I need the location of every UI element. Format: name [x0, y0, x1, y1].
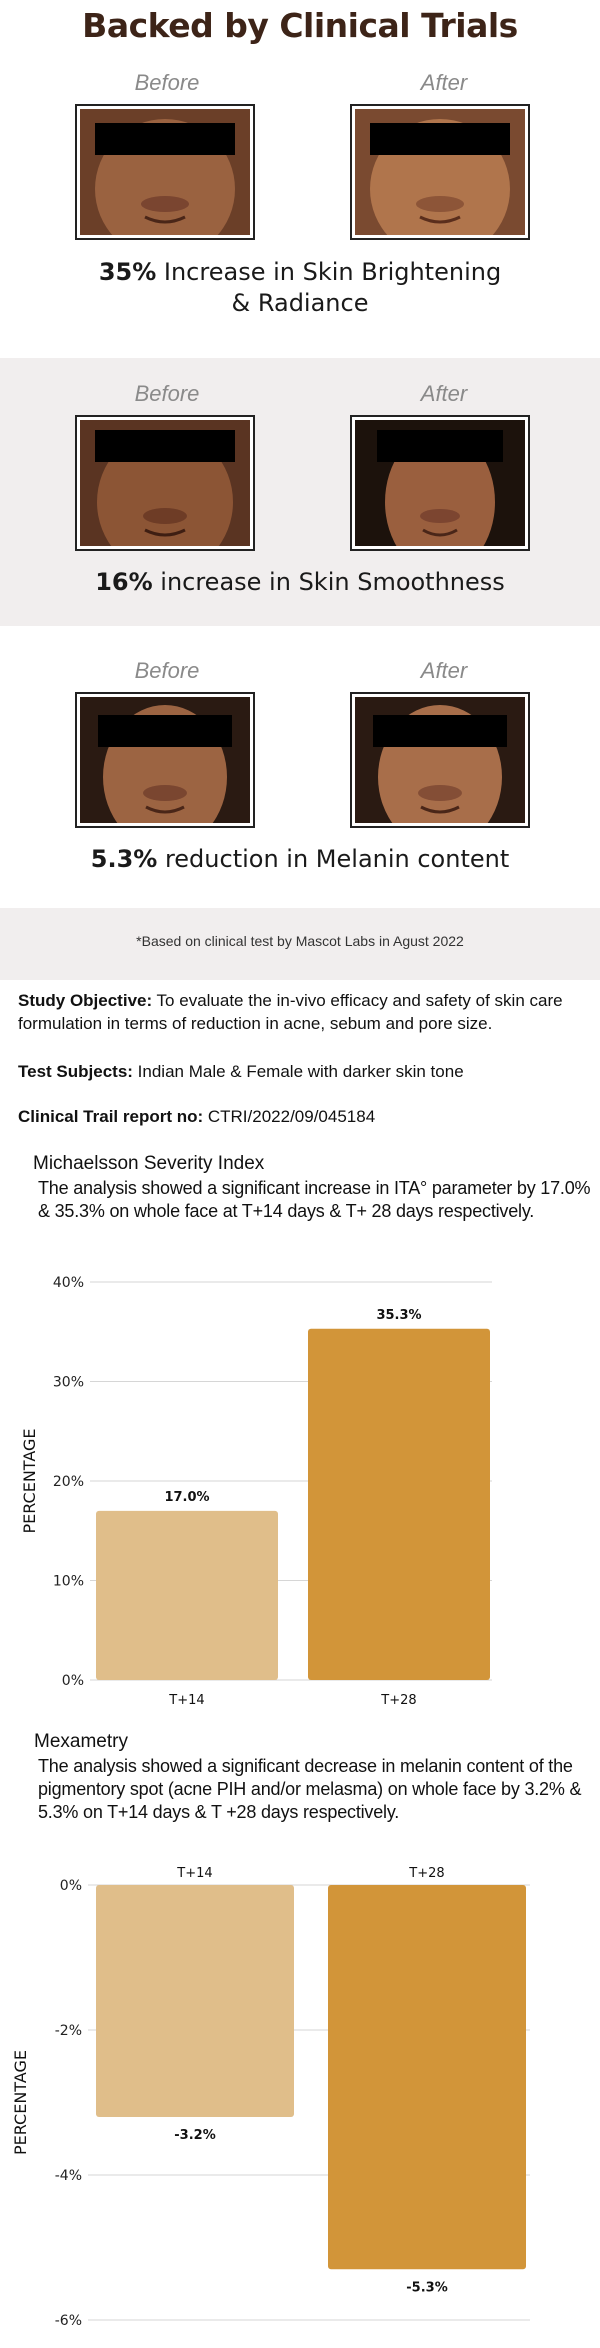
- result-melanin: 5.3% reduction in Melanin content: [0, 844, 600, 875]
- data-label: -5.3%: [406, 2280, 447, 2295]
- bar: [96, 1885, 294, 2117]
- before-label: Before: [134, 70, 200, 95]
- footnote: *Based on clinical test by Mascot Labs i…: [136, 933, 464, 949]
- y-tick-label: 0%: [60, 1878, 82, 1894]
- result-text-line2: & Radiance: [231, 289, 369, 317]
- y-axis-label: PERCENTAGE: [11, 2050, 30, 2155]
- report-number-label: Clinical Trail report no:: [18, 1107, 204, 1126]
- y-tick-label: 10%: [53, 1574, 84, 1590]
- result-highlight: 35%: [98, 258, 157, 286]
- after-face-photo: [350, 415, 530, 551]
- result-brightening: 35% Increase in Skin Brightening & Radia…: [0, 257, 600, 319]
- data-label: 35.3%: [376, 1308, 421, 1323]
- result-highlight: 5.3%: [90, 845, 158, 873]
- y-tick-label: -6%: [55, 2313, 82, 2329]
- face-image: [80, 420, 250, 546]
- result-text: reduction in Melanin content: [157, 845, 510, 873]
- y-tick-label: 30%: [53, 1375, 84, 1391]
- before-label: Before: [134, 658, 200, 683]
- after-label: After: [420, 70, 468, 95]
- y-tick-label: 20%: [53, 1474, 84, 1490]
- category-label: T+28: [380, 1693, 416, 1708]
- test-subjects: Test Subjects: Indian Male & Female with…: [18, 1060, 588, 1083]
- study-objective-text: To evaluate the in-vivo efficacy and saf…: [18, 991, 563, 1033]
- result-text: Increase in Skin Brightening: [156, 258, 502, 286]
- michaelsson-chart: 0% 10% 20% 30% 40% PERCENTAGE 17.0% T+14 35.3% T+…: [20, 1275, 492, 1708]
- report-number: Clinical Trail report no: CTRI/2022/09/0…: [18, 1105, 588, 1128]
- mexametry-text: The analysis showed a significant decrea…: [38, 1756, 582, 1822]
- study-objective-label: Study Objective:: [18, 991, 153, 1010]
- bar: [96, 1510, 278, 1680]
- after-label: After: [420, 658, 468, 683]
- data-label: 17.0%: [164, 1490, 209, 1505]
- before-face-photo: [75, 692, 255, 828]
- face-image: [80, 109, 250, 235]
- face-image: [355, 697, 525, 823]
- test-subjects-label: Test Subjects:: [18, 1062, 133, 1081]
- face-image: [80, 697, 250, 823]
- test-subjects-text: Indian Male & Female with darker skin to…: [132, 1062, 464, 1081]
- mexametry-chart: 0% -2% -4% -6% PERCENTAGE -3.2% T+14 -5.3% T+28: [11, 1866, 530, 2329]
- result-highlight: 16%: [95, 568, 153, 596]
- before-face-photo: [75, 104, 255, 240]
- study-objective: Study Objective: To evaluate the in-vivo…: [18, 989, 588, 1035]
- bar: [328, 1885, 526, 2270]
- before-label: Before: [134, 381, 200, 406]
- page-title: Backed by Clinical Trials: [82, 6, 518, 45]
- after-face-photo: [350, 104, 530, 240]
- category-label: T+14: [168, 1693, 204, 1708]
- y-tick-label: 40%: [53, 1275, 84, 1291]
- michaelsson-heading: Michaelsson Severity Index: [33, 1153, 265, 1174]
- face-image: [355, 109, 525, 235]
- y-axis-label: PERCENTAGE: [20, 1428, 39, 1533]
- result-text: increase in Skin Smoothness: [152, 568, 505, 596]
- bar: [308, 1328, 490, 1680]
- michaelsson-text: The analysis showed a significant increa…: [38, 1178, 591, 1221]
- mexametry-heading: Mexametry: [34, 1731, 128, 1752]
- y-tick-label: 0%: [62, 1673, 84, 1689]
- report-number-text: CTRI/2022/09/045184: [203, 1107, 376, 1126]
- after-label: After: [420, 381, 468, 406]
- face-image: [355, 420, 525, 546]
- category-label: T+14: [176, 1866, 212, 1881]
- before-face-photo: [75, 415, 255, 551]
- y-tick-label: -4%: [55, 2168, 82, 2184]
- after-face-photo: [350, 692, 530, 828]
- data-label: -3.2%: [174, 2128, 215, 2143]
- result-smoothness: 16% increase in Skin Smoothness: [0, 567, 600, 598]
- category-label: T+28: [408, 1866, 444, 1881]
- footnote-band: [0, 908, 600, 980]
- y-tick-label: -2%: [55, 2023, 82, 2039]
